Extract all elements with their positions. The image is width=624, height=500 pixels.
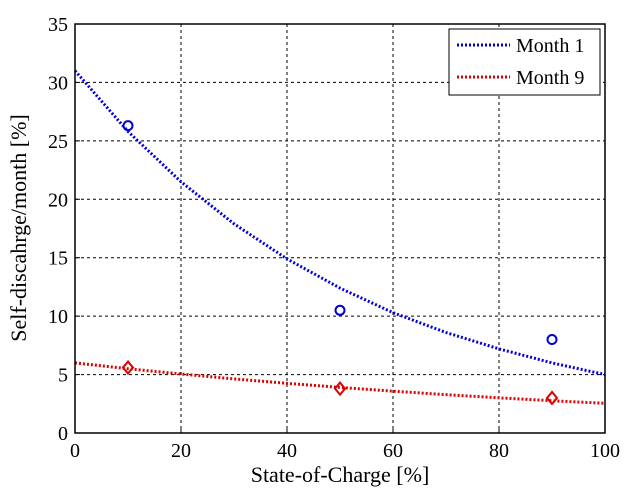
y-tick-label: 25: [48, 131, 68, 153]
legend-box: [448, 28, 601, 96]
fit-curve-month-1: [73, 69, 606, 377]
data-point-circle: [122, 120, 134, 132]
y-tick-label: 15: [48, 248, 68, 270]
legend-label-month-1: Month 1: [516, 35, 584, 57]
fit-curve-month-9: [74, 361, 606, 405]
data-point-diamond: [545, 390, 559, 406]
x-tick-label: 100: [590, 440, 620, 462]
y-tick-label: 30: [48, 72, 68, 94]
x-tick-label: 40: [277, 440, 297, 462]
series-curves: [73, 69, 606, 405]
y-axis-label: Self-discahrge/month [%]: [6, 114, 31, 341]
x-tick-label: 20: [171, 440, 191, 462]
data-point-diamond: [333, 381, 347, 397]
series-markers: [121, 120, 559, 406]
legend-label-month-9: Month 9: [516, 67, 584, 89]
y-tick-label: 5: [58, 365, 68, 387]
x-tick-label: 80: [489, 440, 509, 462]
y-ticks: 0 5 10 15 20 25 30 35: [48, 14, 80, 445]
x-tick-label: 0: [70, 440, 80, 462]
y-tick-label: 35: [48, 14, 68, 36]
x-ticks: 0 20 40 60 80 100: [70, 428, 620, 462]
data-point-diamond: [121, 359, 135, 376]
data-point-circle: [334, 304, 346, 316]
legend: Month 1 Month 9: [448, 28, 601, 96]
plot-frame: [74, 23, 606, 434]
y-tick-label: 10: [48, 306, 68, 328]
x-axis-label: State-of-Charge [%]: [251, 462, 430, 487]
y-tick-label: 0: [58, 423, 68, 445]
data-point-circle: [546, 334, 558, 346]
x-tick-label: 60: [383, 440, 403, 462]
y-tick-label: 20: [48, 189, 68, 211]
